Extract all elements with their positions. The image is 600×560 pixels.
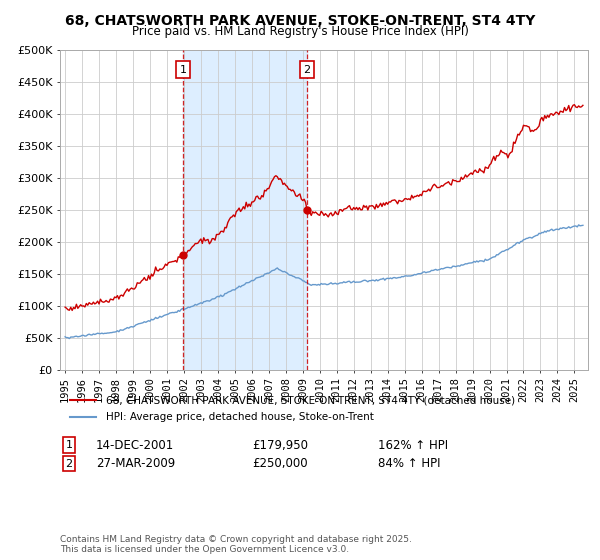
Text: 1: 1 [180, 64, 187, 74]
Text: 68, CHATSWORTH PARK AVENUE, STOKE-ON-TRENT, ST4 4TY (detached house): 68, CHATSWORTH PARK AVENUE, STOKE-ON-TRE… [106, 395, 515, 405]
Text: Contains HM Land Registry data © Crown copyright and database right 2025.
This d: Contains HM Land Registry data © Crown c… [60, 535, 412, 554]
Text: 14-DEC-2001: 14-DEC-2001 [96, 438, 174, 452]
Text: £179,950: £179,950 [252, 438, 308, 452]
Bar [183, 50, 307, 370]
Text: 1: 1 [65, 440, 73, 450]
Text: 27-MAR-2009: 27-MAR-2009 [96, 457, 175, 470]
Text: HPI: Average price, detached house, Stoke-on-Trent: HPI: Average price, detached house, Stok… [106, 412, 374, 422]
Text: Price paid vs. HM Land Registry's House Price Index (HPI): Price paid vs. HM Land Registry's House … [131, 25, 469, 38]
Text: 2: 2 [65, 459, 73, 469]
Text: 162% ↑ HPI: 162% ↑ HPI [378, 438, 448, 452]
Text: 68, CHATSWORTH PARK AVENUE, STOKE-ON-TRENT, ST4 4TY: 68, CHATSWORTH PARK AVENUE, STOKE-ON-TRE… [65, 14, 535, 28]
Text: 2: 2 [303, 64, 310, 74]
Text: £250,000: £250,000 [252, 457, 308, 470]
Text: 84% ↑ HPI: 84% ↑ HPI [378, 457, 440, 470]
